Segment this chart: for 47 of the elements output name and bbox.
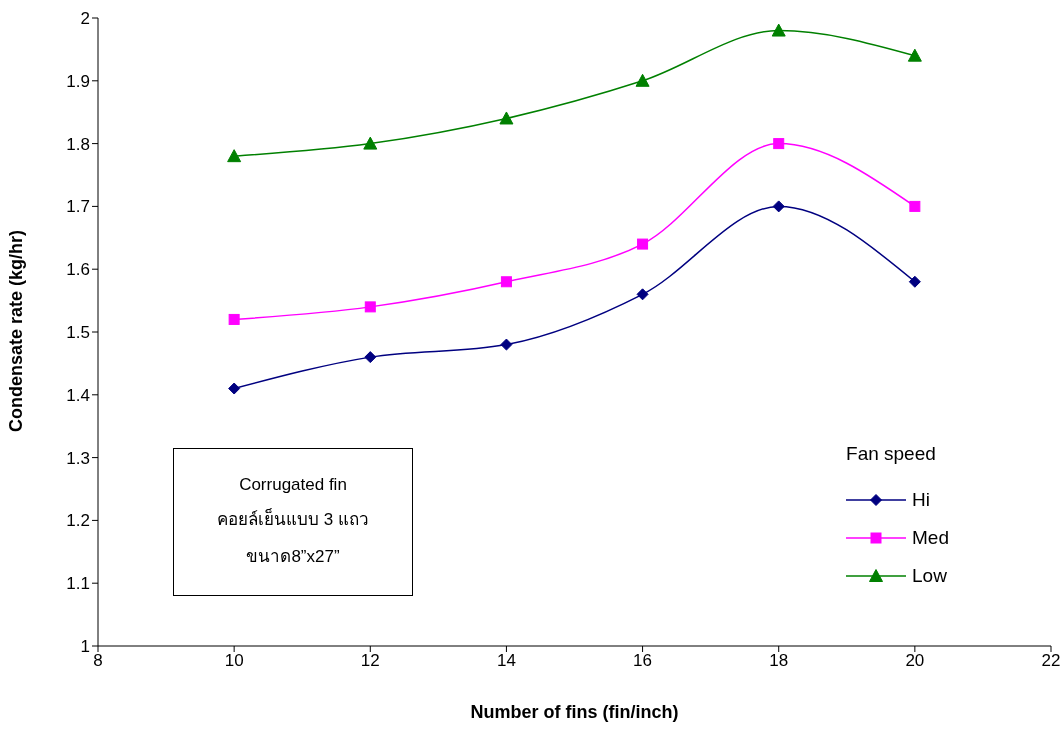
note-box: Corrugated fin คอยล์เย็นแบบ 3 แถว ขนาด8”x27” [173, 448, 413, 596]
x-tick-label: 12 [360, 651, 380, 671]
x-tick-label: 16 [633, 651, 653, 671]
y-tick-label: 1.6 [66, 260, 90, 280]
legend-label: Low [912, 565, 947, 587]
y-tick-label: 1.5 [66, 323, 90, 343]
x-tick-label: 10 [224, 651, 244, 671]
point [500, 338, 513, 351]
point [637, 238, 649, 250]
point [228, 313, 240, 325]
x-axis-title: Number of fins (fin/inch) [470, 702, 679, 722]
x-tick-label: 22 [1041, 651, 1061, 671]
y-tick-label: 1.1 [66, 574, 90, 594]
annotation: ขนาด8”x27” [246, 546, 340, 568]
point [364, 301, 376, 313]
x-tick-label: 18 [769, 651, 789, 671]
point [636, 288, 649, 301]
x-tick-label: 20 [905, 651, 925, 671]
legend-title: Fan speed [846, 443, 937, 465]
y-tick-label: 1.7 [66, 197, 90, 217]
x-tick-label: 14 [496, 651, 516, 671]
point [909, 200, 921, 212]
point [772, 200, 785, 213]
y-tick-label: 2 [80, 9, 90, 29]
y-tick-label: 1.3 [66, 448, 90, 468]
point [773, 138, 785, 150]
point [908, 275, 921, 288]
x-tick-label: 8 [93, 651, 103, 671]
point [363, 136, 378, 150]
legend-label: Hi [912, 489, 930, 511]
point [771, 23, 786, 37]
y-tick-label: 1.4 [66, 385, 90, 405]
legend-label: Med [912, 527, 949, 549]
y-tick-label: 1.8 [66, 134, 90, 154]
point [500, 276, 512, 288]
point [907, 48, 922, 62]
y-tick-label: 1.9 [66, 71, 90, 91]
y-tick-label: 1 [80, 637, 90, 657]
annotation: คอยล์เย็นแบบ 3 แถว [217, 507, 369, 531]
point [227, 149, 242, 163]
point [228, 382, 241, 395]
y-tick-label: 1.2 [66, 511, 90, 531]
annotation: Corrugated fin [239, 475, 347, 495]
point [635, 73, 650, 87]
point [364, 351, 377, 364]
y-axis-title: Condensate rate (kg/hr) [6, 229, 27, 432]
point [499, 111, 514, 125]
